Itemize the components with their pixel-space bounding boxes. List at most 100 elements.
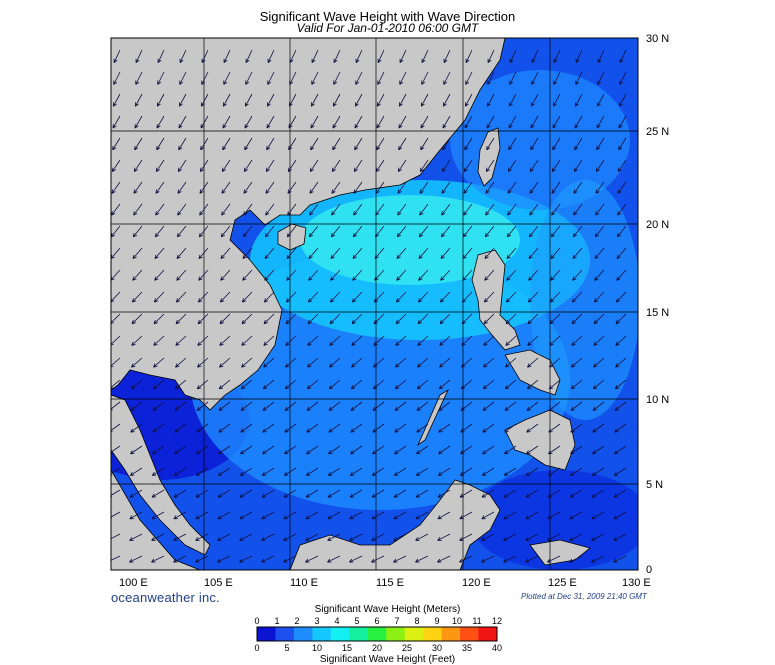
wave-arrow xyxy=(592,379,605,390)
wave-arrow xyxy=(417,291,429,303)
wave-arrow xyxy=(507,181,517,194)
wave-arrow xyxy=(287,203,297,216)
wave-arrow xyxy=(550,269,561,281)
wave-arrow xyxy=(176,269,187,281)
wave-arrow xyxy=(504,445,517,455)
wave-arrow xyxy=(372,423,385,433)
wave-arrow xyxy=(398,115,407,129)
wave-arrow xyxy=(134,115,143,129)
wave-arrow xyxy=(263,313,275,325)
wave-arrow xyxy=(504,379,517,390)
wave-arrow xyxy=(399,49,407,63)
wave-arrow xyxy=(219,291,231,303)
wave-arrow xyxy=(551,203,561,216)
wave-arrow xyxy=(462,247,473,260)
wave-arrow xyxy=(462,225,473,238)
wave-arrow xyxy=(309,203,319,216)
wave-arrow xyxy=(371,511,385,520)
wave-arrow xyxy=(591,511,605,520)
wave-arrow xyxy=(173,489,187,498)
wave-arrow xyxy=(261,511,275,520)
wave-arrow xyxy=(373,291,385,303)
wave-arrow xyxy=(245,49,253,63)
wave-arrow xyxy=(415,467,429,476)
wave-arrow xyxy=(264,269,275,281)
wave-arrow xyxy=(129,467,143,476)
wave-arrow xyxy=(593,313,605,325)
wave-arrow xyxy=(481,467,495,476)
wave-arrow xyxy=(308,247,319,260)
wave-arrow xyxy=(285,335,297,346)
scale-title-feet: Significant Wave Height (Feet) xyxy=(319,654,456,665)
wave-arrow xyxy=(393,489,407,498)
scale-meter-tick: 12 xyxy=(492,616,502,626)
wave-arrow xyxy=(570,423,583,433)
wave-arrow xyxy=(372,445,385,455)
wave-arrow xyxy=(569,555,583,563)
wave-arrow xyxy=(179,49,187,63)
wave-arrow xyxy=(153,313,165,325)
wave-arrow xyxy=(198,247,209,260)
wave-arrow xyxy=(526,423,539,433)
wave-arrow xyxy=(421,71,429,85)
wave-arrow xyxy=(175,357,187,368)
wave-arrow xyxy=(151,511,165,520)
wave-arrow xyxy=(306,401,319,411)
wave-arrow xyxy=(508,115,517,129)
wave-arrow xyxy=(332,137,341,151)
wave-band-north xyxy=(450,70,630,210)
wave-arrow xyxy=(614,379,627,390)
scale-feet-tick: 10 xyxy=(312,643,322,653)
wave-arrow xyxy=(528,269,539,281)
wave-arrow xyxy=(485,203,495,216)
wave-arrow xyxy=(306,379,319,390)
wave-arrow xyxy=(592,445,605,455)
lon-label: 110 E xyxy=(290,577,318,589)
scale-meter-tick: 5 xyxy=(354,616,359,626)
wave-arrow xyxy=(196,445,209,455)
wave-arrow xyxy=(529,159,539,173)
wave-arrow xyxy=(244,93,253,107)
wave-arrow xyxy=(506,269,517,281)
wave-arrow xyxy=(439,357,451,368)
wave-arrow xyxy=(552,115,561,129)
scale-meter-tick: 9 xyxy=(434,616,439,626)
wave-arrow xyxy=(261,467,275,476)
wave-arrow xyxy=(507,203,517,216)
wave-arrow xyxy=(442,93,451,107)
chart-title: Significant Wave Height with Wave Direct… xyxy=(259,9,516,24)
wave-arrow xyxy=(265,203,275,216)
scale-swatch xyxy=(312,627,332,641)
wave-arrow xyxy=(288,137,297,151)
scale-swatch xyxy=(257,627,276,641)
wave-arrow xyxy=(465,71,473,85)
wave-arrow xyxy=(420,137,429,151)
wave-arrow xyxy=(419,159,429,173)
wave-arrow xyxy=(527,335,539,346)
wave-arrow xyxy=(310,93,319,107)
wave-arrow xyxy=(197,357,209,368)
wave-arrow xyxy=(482,401,495,411)
wave-arrow xyxy=(130,445,143,455)
wave-arrow xyxy=(374,269,385,281)
wave-arrow xyxy=(287,159,297,173)
wave-arrow xyxy=(329,313,341,325)
wave-arrow xyxy=(396,225,407,238)
wave-arrow xyxy=(173,511,187,520)
wave-arrow xyxy=(196,401,209,411)
wave-arrow xyxy=(528,225,539,238)
wave-arrow xyxy=(547,511,561,520)
wave-arrow xyxy=(485,181,495,194)
wave-arrow xyxy=(527,291,539,303)
wave-arrow xyxy=(505,313,517,325)
wave-arrow xyxy=(525,467,539,476)
wave-arrow xyxy=(553,71,561,85)
wave-arrow xyxy=(619,71,627,85)
wave-arrow xyxy=(134,93,143,107)
wave-arrow xyxy=(461,335,473,346)
wave-arrow xyxy=(113,71,121,85)
wave-arrow xyxy=(592,401,605,411)
wave-arrow xyxy=(157,49,165,63)
wave-arrow xyxy=(353,159,363,173)
wave-arrow xyxy=(283,467,297,476)
